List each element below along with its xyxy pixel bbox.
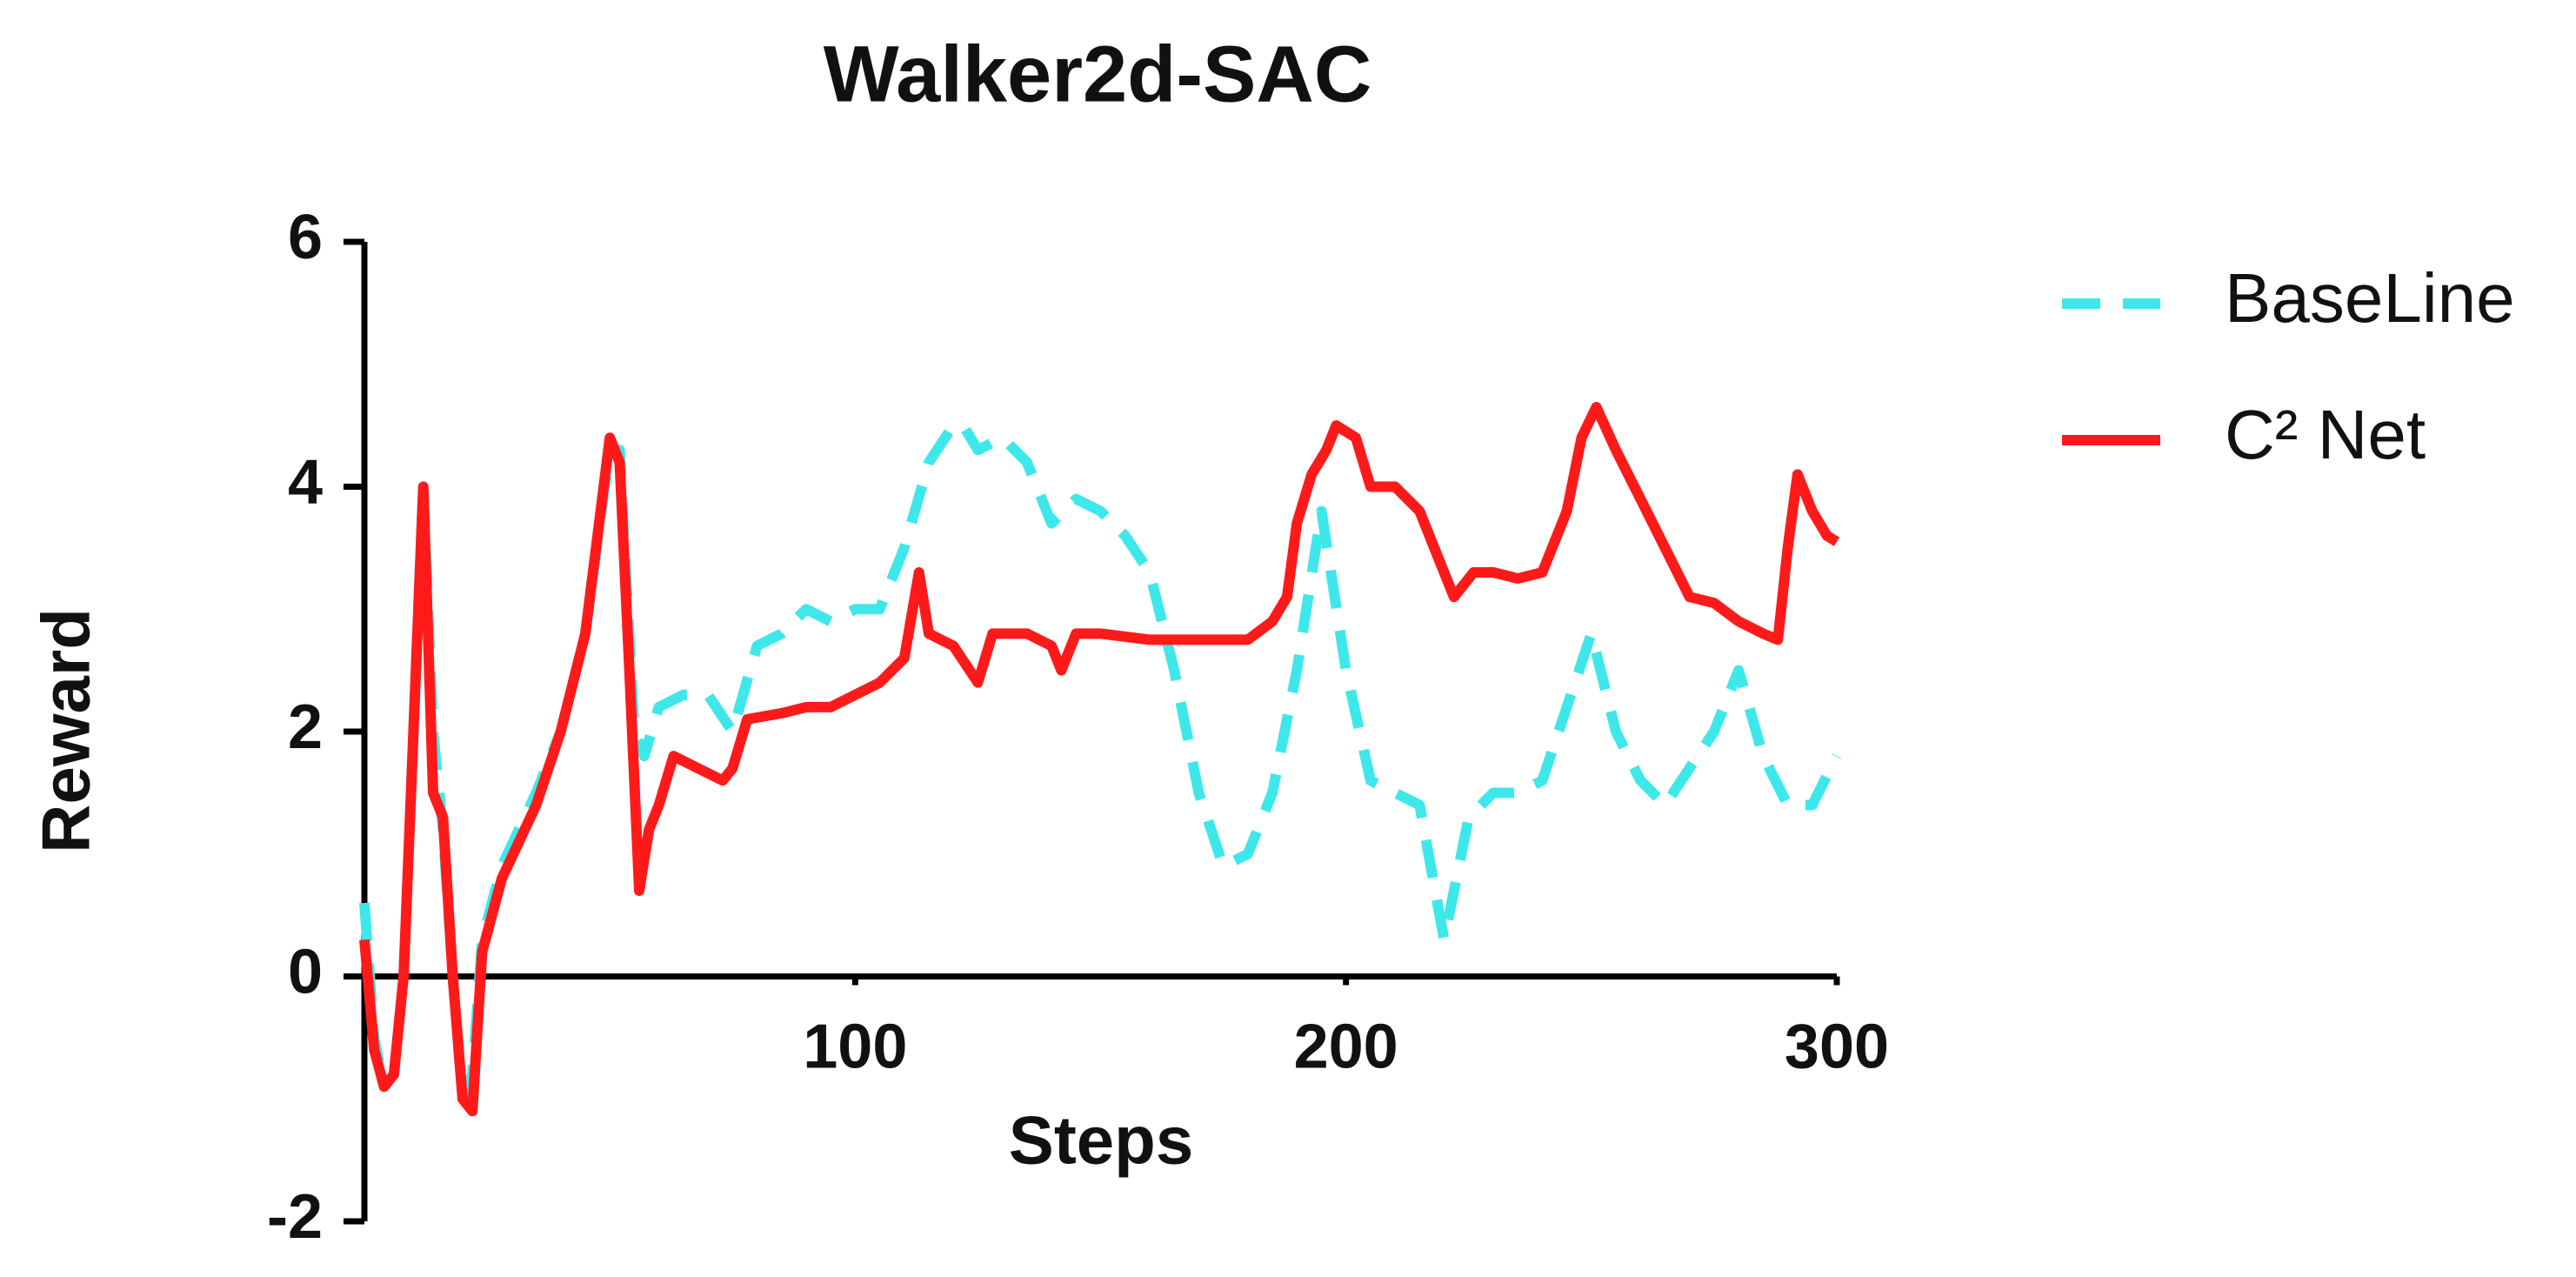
y-tick-label: -2 xyxy=(267,1182,323,1252)
legend-label: C² Net xyxy=(2225,396,2426,473)
x-tick-label: 200 xyxy=(1294,1013,1398,1082)
chart-title: Walker2d-SAC xyxy=(824,30,1372,118)
line-series xyxy=(359,402,1840,1117)
line-series xyxy=(359,420,1842,1105)
y-axis-label: Reward xyxy=(28,608,104,853)
y-tick-label: 4 xyxy=(288,448,323,518)
x-tick-label: 100 xyxy=(803,1013,907,1082)
y-tick-label: 0 xyxy=(288,938,323,1007)
x-tick-label: 300 xyxy=(1785,1013,1889,1082)
y-tick-label: 2 xyxy=(288,692,323,762)
x-axis-label: Steps xyxy=(1009,1102,1193,1179)
y-tick-label: 6 xyxy=(288,203,323,272)
legend-label: BaseLine xyxy=(2225,259,2515,337)
